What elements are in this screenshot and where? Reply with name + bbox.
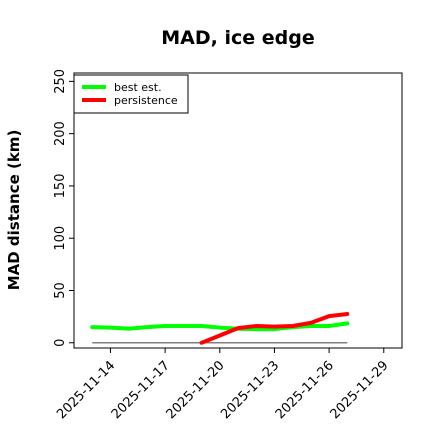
series-line-persistence bbox=[199, 312, 350, 345]
legend: best est. persistence bbox=[73, 74, 189, 114]
legend-frame bbox=[73, 74, 189, 114]
y-tick-label: 200 bbox=[53, 121, 68, 146]
y-tick-label: 100 bbox=[53, 226, 68, 251]
y-axis-label: MAD distance (km) bbox=[5, 130, 23, 291]
series-line-best-est bbox=[90, 321, 350, 332]
y-tick-label: 0 bbox=[53, 339, 68, 347]
x-tick-label: 2025-11-29 bbox=[328, 358, 392, 422]
chart-title: MAD, ice edge bbox=[161, 27, 314, 49]
axes-frame bbox=[73, 72, 403, 349]
y-tick-label: 50 bbox=[53, 282, 68, 299]
legend-label-persistence: persistence bbox=[114, 94, 178, 107]
y-tick-label: 150 bbox=[53, 174, 68, 199]
y-tick-label: 250 bbox=[53, 69, 68, 94]
legend-label-best-est: best est. bbox=[114, 81, 162, 94]
plot-area: 0501001502002502025-11-142025-11-172025-… bbox=[53, 69, 403, 422]
